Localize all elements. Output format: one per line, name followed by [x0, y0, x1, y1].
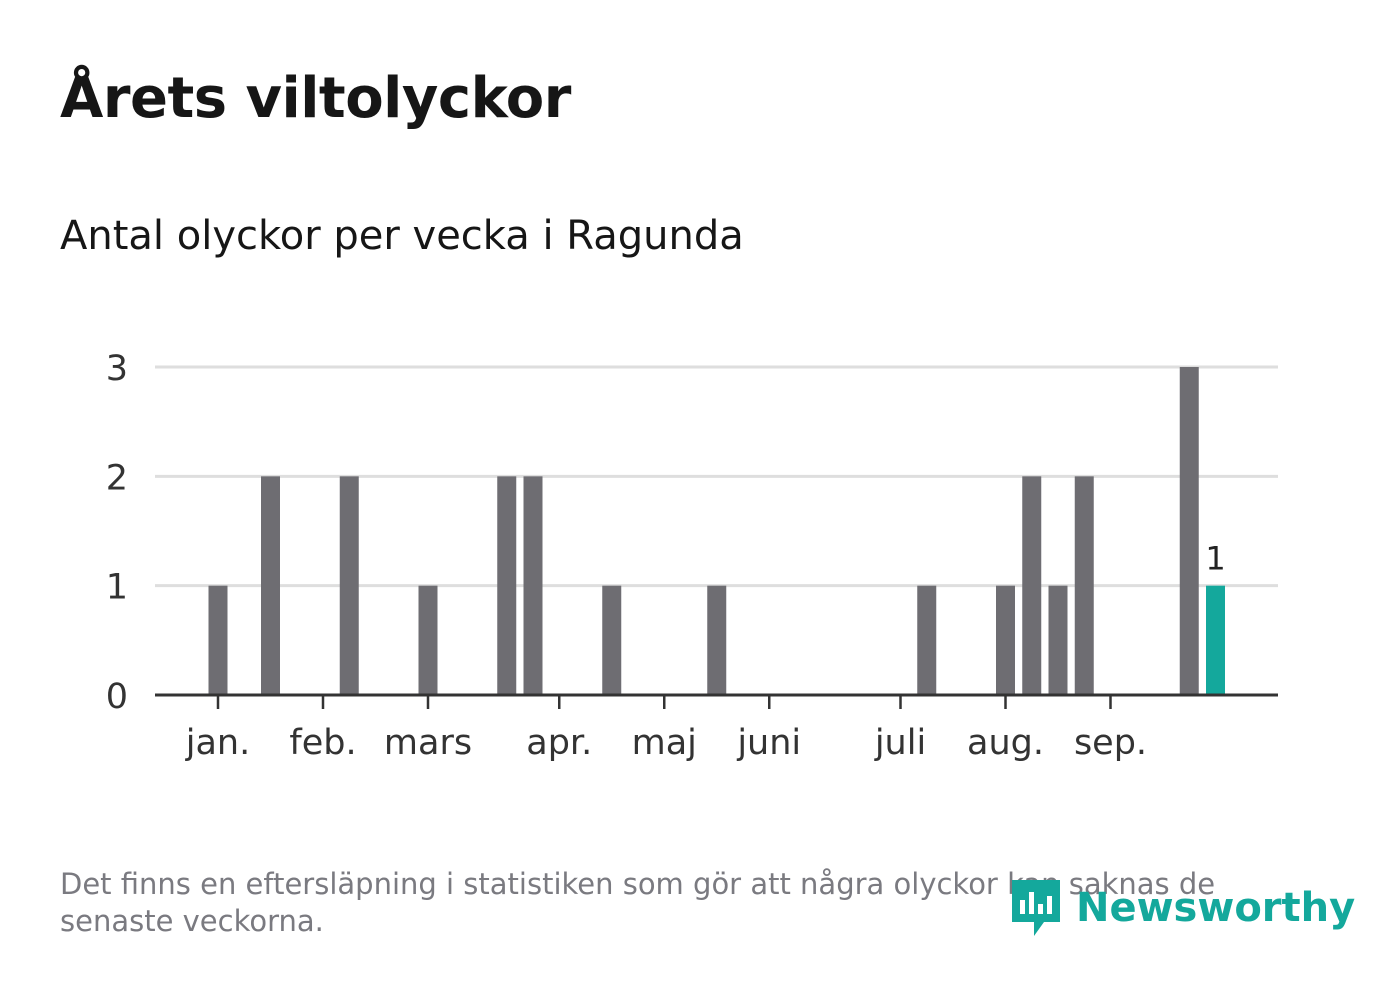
- chart-title: Årets viltolyckor: [60, 66, 571, 131]
- x-tick-label: apr.: [526, 723, 592, 763]
- bar: [208, 585, 228, 695]
- bar: [1048, 585, 1068, 695]
- bar: [1074, 476, 1094, 695]
- y-tick-label: 3: [106, 349, 128, 389]
- labels: 0 1 2 3 1 jan. feb. mars apr. maj juni juli aug. sep.: [106, 349, 1226, 763]
- bars: [208, 367, 1225, 695]
- y-tick-label: 0: [106, 677, 128, 717]
- y-tick-label: 2: [106, 458, 128, 498]
- bar: [996, 585, 1015, 695]
- axes: [155, 693, 1278, 709]
- x-tick-label: feb.: [289, 723, 356, 763]
- bar: [602, 585, 622, 695]
- x-tick-label: juni: [736, 723, 801, 763]
- gridlines: [155, 365, 1278, 588]
- chart-subtitle: Antal olyckor per vecka i Ragunda: [60, 213, 744, 259]
- bar: [1179, 367, 1199, 695]
- y-tick-label: 1: [106, 568, 128, 608]
- bar: [261, 476, 280, 695]
- bar-chart-speech-bubble-icon: [1012, 880, 1060, 936]
- bar: [497, 476, 517, 695]
- bar: [1022, 476, 1042, 695]
- brand-name: Newsworthy: [1076, 885, 1356, 931]
- data-label: 1: [1205, 540, 1225, 578]
- x-tick-label: jan.: [185, 723, 250, 763]
- x-tick-label: juli: [874, 723, 926, 763]
- bar: [418, 585, 438, 695]
- bar-highlight: [1206, 585, 1225, 695]
- x-tick-label: sep.: [1074, 723, 1147, 763]
- x-tick-label: maj: [632, 723, 697, 763]
- bar: [339, 476, 359, 695]
- bar: [523, 476, 543, 695]
- brand-logo: Newsworthy: [1010, 876, 1355, 940]
- x-tick-label: aug.: [967, 723, 1044, 763]
- x-tick-label: mars: [384, 723, 472, 763]
- bar: [707, 585, 727, 695]
- bar: [917, 585, 937, 695]
